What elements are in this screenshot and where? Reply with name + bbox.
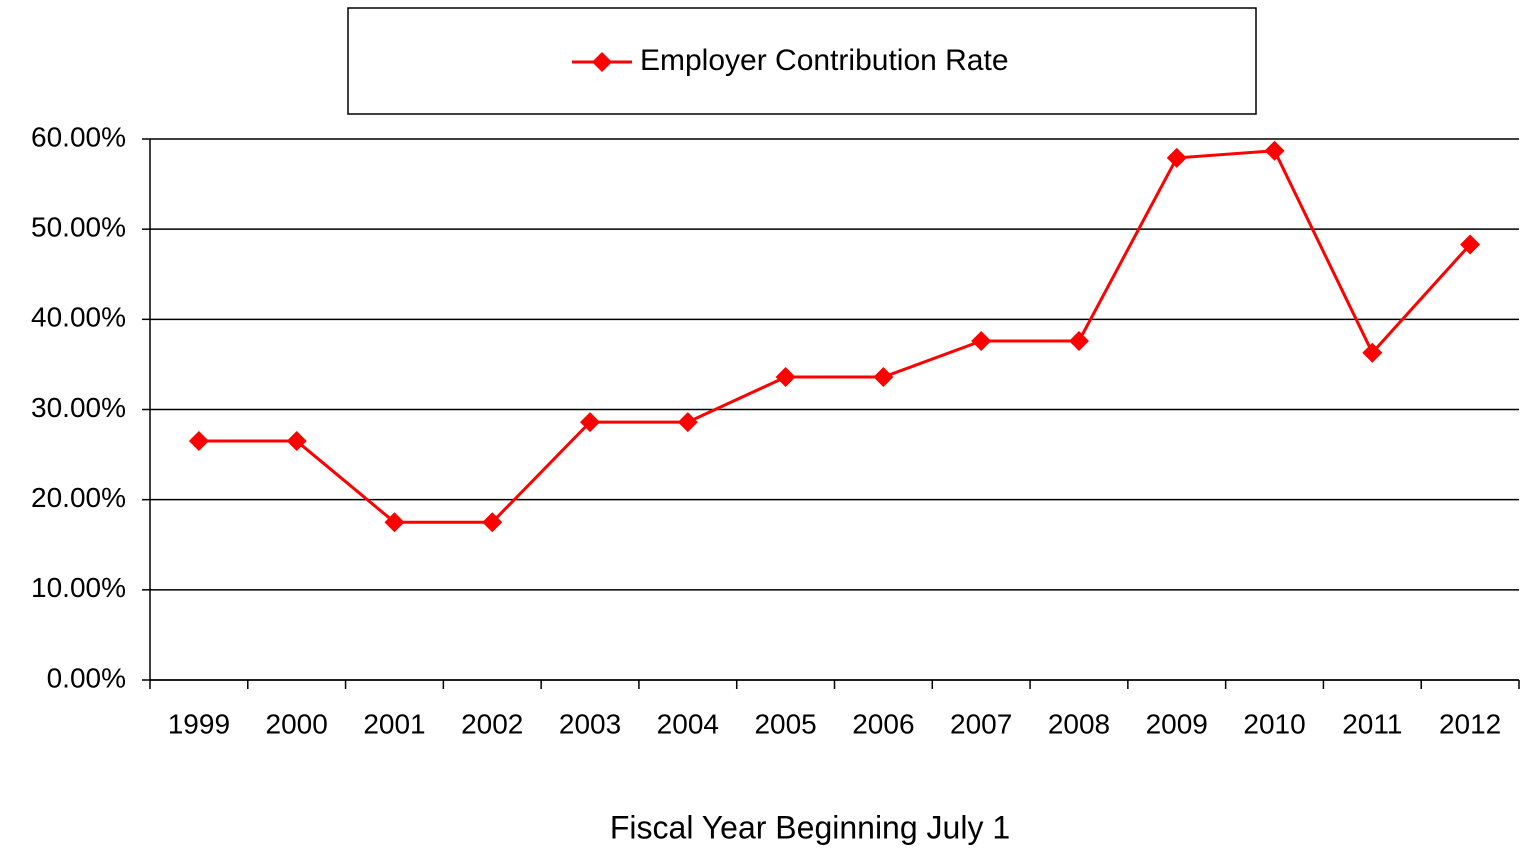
- data-marker: [188, 431, 209, 452]
- legend-box: [347, 7, 1257, 115]
- data-marker: [1068, 330, 1089, 351]
- y-tick-label: 30.00%: [31, 392, 126, 423]
- y-tick-label: 50.00%: [31, 212, 126, 243]
- y-tick-label: 40.00%: [31, 302, 126, 333]
- x-tick-label: 2004: [657, 708, 719, 739]
- x-tick-label: 2008: [1048, 708, 1110, 739]
- y-tick-label: 0.00%: [47, 662, 126, 693]
- data-marker: [1362, 342, 1383, 363]
- legend-label: Employer Contribution Rate: [640, 44, 1009, 77]
- series-line: [198, 149, 1472, 524]
- data-marker: [286, 431, 307, 452]
- data-marker: [971, 330, 992, 351]
- x-tick-label: 2001: [363, 708, 425, 739]
- data-marker: [873, 367, 894, 388]
- y-tick-label: 10.00%: [31, 572, 126, 603]
- x-tick-label: 2002: [461, 708, 523, 739]
- x-axis-title: Fiscal Year Beginning July 1: [610, 809, 1010, 845]
- x-tick-label: 2007: [950, 708, 1012, 739]
- x-tick-label: 2006: [852, 708, 914, 739]
- data-marker: [482, 512, 503, 533]
- legend-marker: [592, 52, 612, 72]
- x-tick-label: 2012: [1439, 708, 1501, 739]
- x-tick-label: 2005: [754, 708, 816, 739]
- data-marker: [1166, 147, 1187, 168]
- x-tick-label: 2000: [266, 708, 328, 739]
- data-marker: [384, 512, 405, 533]
- data-marker: [677, 412, 698, 433]
- data-marker: [1460, 234, 1481, 255]
- data-marker: [1264, 140, 1285, 161]
- x-tick-label: 2010: [1243, 708, 1305, 739]
- x-tick-label: 2011: [1342, 708, 1402, 739]
- x-tick-label: 1999: [168, 708, 230, 739]
- data-marker: [775, 367, 796, 388]
- x-tick-label: 2009: [1146, 708, 1208, 739]
- data-marker: [580, 412, 601, 433]
- y-tick-label: 20.00%: [31, 482, 126, 513]
- y-tick-label: 60.00%: [31, 121, 126, 152]
- x-tick-label: 2003: [559, 708, 621, 739]
